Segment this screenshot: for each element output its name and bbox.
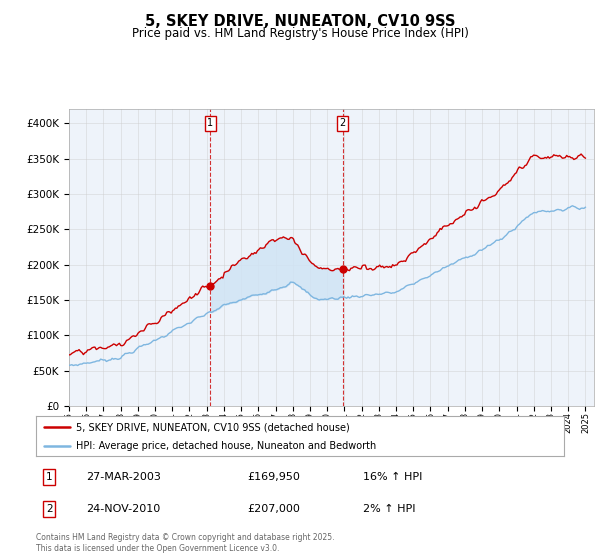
Text: 2: 2 <box>46 504 53 514</box>
Text: £169,950: £169,950 <box>247 472 300 482</box>
Text: Price paid vs. HM Land Registry's House Price Index (HPI): Price paid vs. HM Land Registry's House … <box>131 27 469 40</box>
Text: 2: 2 <box>340 118 346 128</box>
Text: HPI: Average price, detached house, Nuneaton and Bedworth: HPI: Average price, detached house, Nune… <box>76 441 376 451</box>
Text: £207,000: £207,000 <box>247 504 300 514</box>
Text: 24-NOV-2010: 24-NOV-2010 <box>86 504 160 514</box>
Text: Contains HM Land Registry data © Crown copyright and database right 2025.
This d: Contains HM Land Registry data © Crown c… <box>36 533 335 553</box>
Text: 5, SKEY DRIVE, NUNEATON, CV10 9SS: 5, SKEY DRIVE, NUNEATON, CV10 9SS <box>145 14 455 29</box>
Text: 1: 1 <box>46 472 53 482</box>
Text: 1: 1 <box>207 118 214 128</box>
Text: 2% ↑ HPI: 2% ↑ HPI <box>364 504 416 514</box>
Text: 5, SKEY DRIVE, NUNEATON, CV10 9SS (detached house): 5, SKEY DRIVE, NUNEATON, CV10 9SS (detac… <box>76 422 349 432</box>
Text: 16% ↑ HPI: 16% ↑ HPI <box>364 472 423 482</box>
Text: 27-MAR-2003: 27-MAR-2003 <box>86 472 161 482</box>
